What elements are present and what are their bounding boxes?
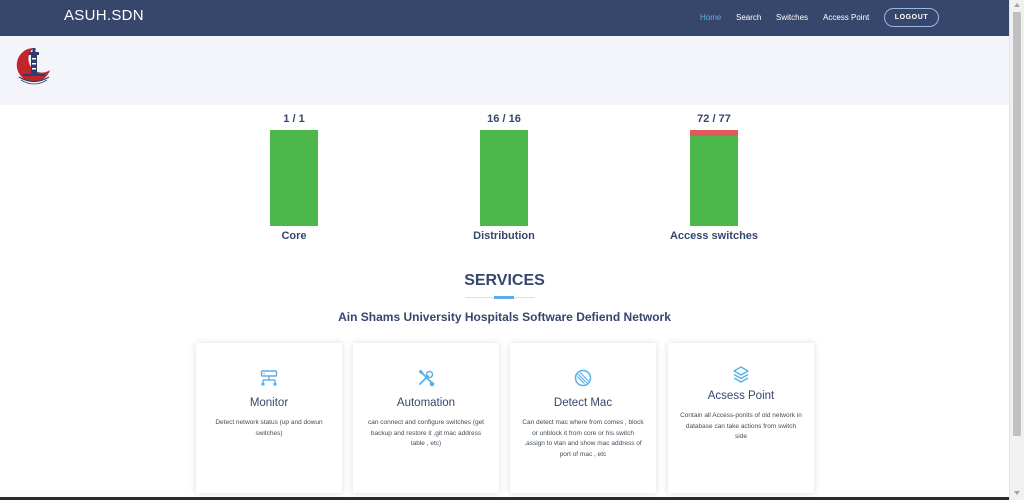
card-desc-detect-mac: Can detect mac where from comes , block …	[522, 419, 644, 458]
distribution-status-bar	[480, 130, 528, 226]
window-bottom-edge	[0, 497, 1009, 500]
core-label: Core	[281, 230, 307, 242]
card-desc-monitor: Detect network status (up and dowun swit…	[215, 419, 323, 437]
services-subtitle: Ain Shams University Hospitals Software …	[338, 310, 671, 324]
scroll-thumb[interactable]	[1013, 12, 1021, 436]
navbar: ASUH.SDN Home Search Switches Access Poi…	[0, 0, 1009, 36]
layers-icon	[733, 366, 749, 383]
distribution-up-fill	[480, 130, 528, 226]
core-switch-stat: 1 / 1 Core	[229, 113, 359, 248]
service-card-monitor[interactable]: Monitor Detect network status (up and do…	[196, 343, 342, 493]
card-title-access-point: Acsess Point	[707, 390, 775, 402]
core-up-fill	[270, 130, 318, 226]
card-title-automation: Automation	[396, 397, 456, 409]
vertical-scrollbar[interactable]	[1009, 0, 1024, 500]
card-title-monitor: Monitor	[249, 397, 289, 409]
university-hospital-logo-icon	[16, 47, 50, 85]
globe-icon	[574, 369, 592, 387]
service-card-automation[interactable]: Automation can connect and configure swi…	[353, 343, 499, 493]
service-card-access-point[interactable]: Acsess Point Contain all Access-ponits o…	[668, 343, 814, 493]
scroll-down-arrow-icon[interactable]	[1014, 491, 1020, 495]
card-desc-access-point: Contain all Access-ponits of old network…	[680, 412, 802, 440]
tools-icon	[418, 369, 435, 387]
card-title-detect-mac: Detect Mac	[553, 397, 613, 409]
core-count: 1 / 1	[283, 113, 305, 125]
distribution-count: 16 / 16	[487, 113, 521, 125]
logout-button[interactable]: LOGOUT	[884, 8, 939, 27]
core-status-bar	[270, 130, 318, 226]
nav-link-access-point[interactable]: Access Point	[823, 13, 870, 22]
nav-link-search[interactable]: Search	[736, 13, 762, 22]
access-switch-stat: 72 / 77 Access switches	[649, 113, 779, 248]
access-up-fill	[690, 136, 738, 226]
brand-logo[interactable]: ASUH.SDN	[64, 7, 144, 24]
distribution-label: Distribution	[473, 230, 535, 242]
access-status-bar	[690, 130, 738, 226]
distribution-switch-stat: 16 / 16 Distribution	[439, 113, 569, 248]
access-count: 72 / 77	[697, 113, 731, 125]
services-title: SERVICES	[464, 272, 545, 289]
nav-link-switches[interactable]: Switches	[776, 13, 809, 22]
card-desc-automation: can connect and configure switches (get …	[368, 419, 484, 447]
services-divider-accent	[494, 296, 514, 299]
scroll-up-arrow-icon[interactable]	[1014, 3, 1020, 7]
nav-link-home[interactable]: Home	[700, 13, 722, 22]
access-label: Access switches	[669, 230, 759, 242]
service-card-detect-mac[interactable]: Detect Mac Can detect mac where from com…	[510, 343, 656, 493]
hero-banner	[0, 36, 1009, 105]
network-monitor-icon	[260, 370, 278, 386]
